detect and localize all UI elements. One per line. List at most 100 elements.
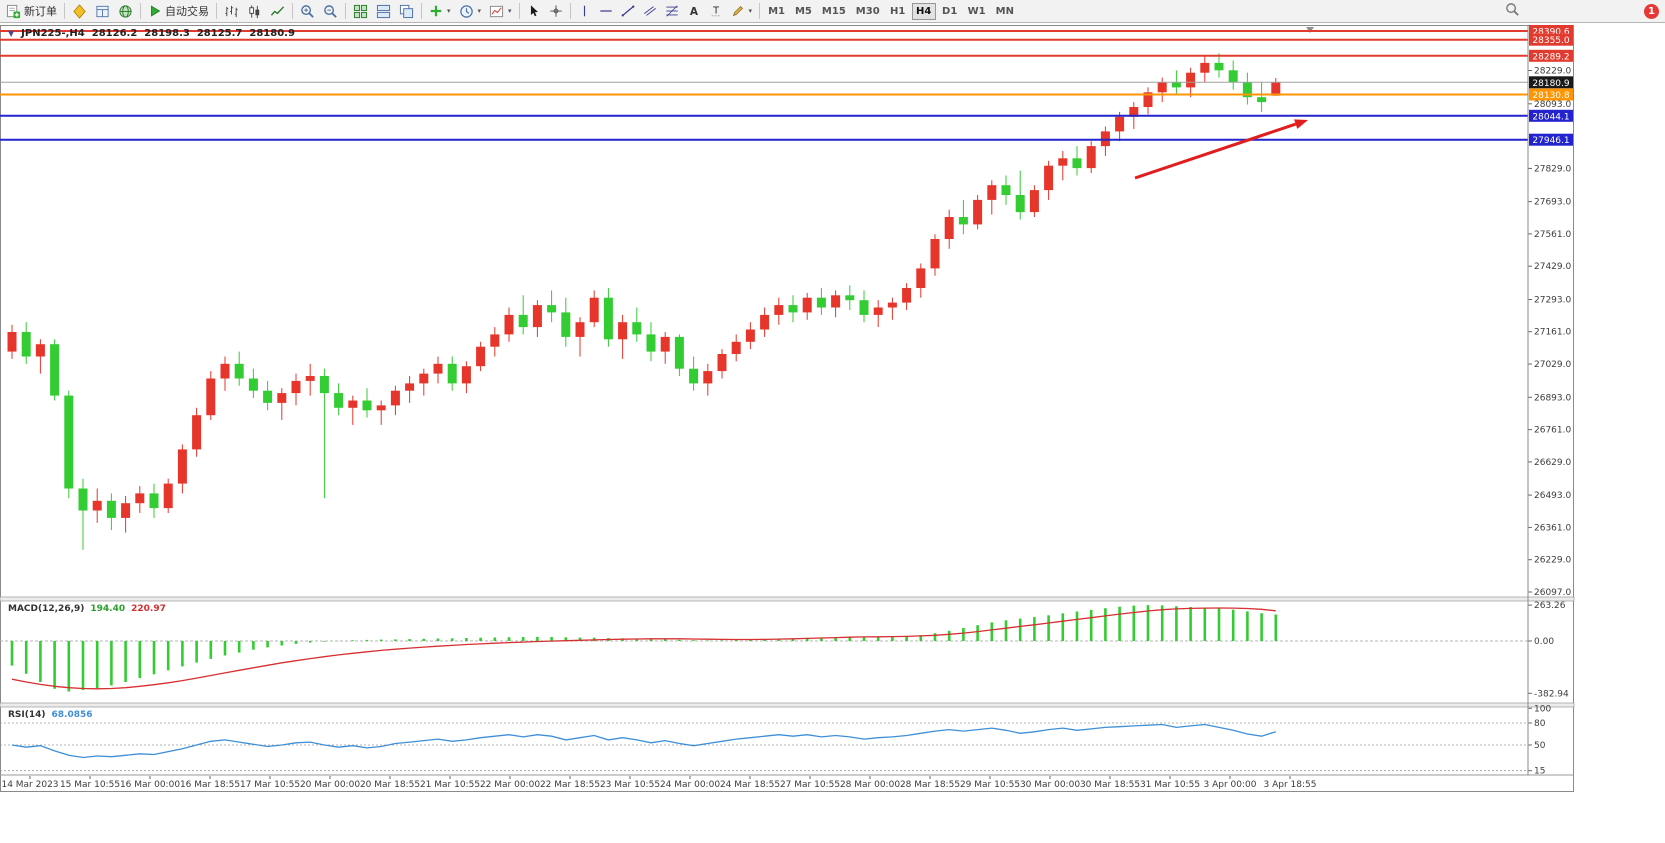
- price-badge: [1529, 33, 1573, 46]
- bars-icon: [224, 4, 239, 19]
- new-order-button[interactable]: 新订单: [2, 2, 61, 21]
- candle-body: [1171, 82, 1181, 88]
- line-icon: [270, 4, 285, 19]
- time-label: 17 Mar 10:55: [240, 780, 300, 790]
- candle-body: [1271, 82, 1281, 96]
- candle-body: [106, 500, 116, 518]
- autotrading-icon: [148, 4, 162, 18]
- candle-body: [319, 376, 329, 394]
- fibonacci-button[interactable]: [661, 2, 683, 21]
- candles-icon: [247, 4, 262, 19]
- indicators-button[interactable]: ▾: [425, 2, 455, 21]
- vline-icon: [578, 4, 591, 18]
- shapes-button[interactable]: ▾: [727, 2, 757, 21]
- channel-button[interactable]: [639, 2, 661, 21]
- macd-signal-line: [11, 607, 1276, 690]
- tf-w1-button[interactable]: W1: [964, 3, 990, 20]
- panel-separator[interactable]: [0, 702, 1575, 708]
- autotrading-button[interactable]: 自动交易: [144, 2, 213, 21]
- panel-separator[interactable]: [0, 596, 1575, 602]
- price-tick-label: 27829.0: [1534, 164, 1571, 174]
- candle-body: [1015, 195, 1025, 213]
- zoom-in-button[interactable]: [296, 2, 319, 21]
- macd-panel[interactable]: 263.26 0.00 -382.94: [0, 601, 1569, 699]
- tf-m15-button[interactable]: M15: [818, 3, 850, 20]
- tf-m30-button[interactable]: M30: [852, 3, 884, 20]
- time-label: 20 Mar 00:00: [300, 780, 360, 790]
- tf-mn-button[interactable]: MN: [992, 3, 1018, 20]
- time-label: 3 Apr 00:00: [1204, 780, 1257, 790]
- trend-arrow-line[interactable]: [1134, 122, 1297, 180]
- zoom-out-icon: [323, 4, 338, 19]
- candlestick-chart-button[interactable]: [243, 2, 266, 21]
- candle-body: [618, 322, 628, 340]
- candle-body: [632, 322, 642, 335]
- chart-low-value: 28125.7: [196, 28, 243, 39]
- tf-h1-button-label: H1: [889, 5, 906, 17]
- crosshair-button[interactable]: [545, 2, 567, 21]
- candle-body: [305, 376, 315, 381]
- candle-body: [433, 363, 443, 374]
- candle-body: [348, 400, 358, 408]
- time-label: 16 Mar 00:00: [120, 780, 180, 790]
- candle-body: [447, 363, 457, 384]
- rsi-scale-label: 100: [1534, 704, 1551, 714]
- candle-body: [277, 393, 287, 403]
- label-button[interactable]: T: [705, 2, 727, 21]
- rsi-panel[interactable]: 100 80 50 15: [0, 704, 1551, 777]
- text-button[interactable]: A: [683, 2, 705, 21]
- collapse-indicator-icon[interactable]: ▼: [8, 29, 15, 38]
- fibo-icon: [665, 4, 679, 18]
- dropdown-caret-icon: ▾: [447, 7, 451, 15]
- arrange-windows-button[interactable]: [372, 2, 395, 21]
- price-badge: [1529, 88, 1573, 101]
- dropdown-caret-icon: ▾: [748, 7, 753, 15]
- tile-windows-button[interactable]: [349, 2, 372, 21]
- macd-indicator-label: MACD(12,26,9) 194.40 220.97: [8, 604, 166, 614]
- notification-badge[interactable]: 1: [1644, 3, 1659, 19]
- tf-d1-button[interactable]: D1: [938, 3, 962, 20]
- time-label: 24 Mar 18:55: [720, 780, 780, 790]
- price-tick-label: 27429.0: [1534, 262, 1571, 272]
- dropdown-caret-icon: ▾: [477, 7, 482, 15]
- toolbar-separator: [64, 3, 65, 19]
- candle-body: [1257, 97, 1267, 103]
- search-button[interactable]: [1499, 1, 1526, 21]
- cursor-icon: [527, 4, 541, 18]
- toolbar-group-pointer: [523, 0, 567, 22]
- trendline-button[interactable]: [617, 2, 639, 21]
- candle-body: [703, 371, 713, 384]
- templates-button[interactable]: ▾: [485, 2, 516, 21]
- tf-m1-button[interactable]: M1: [764, 3, 789, 20]
- toolbar-group-timeframes: M1 M5 M15 M30 H1 H4 D1 W1 MN: [763, 0, 1019, 22]
- candle-body: [1115, 116, 1125, 132]
- price-tick-label: 27561.0: [1534, 230, 1571, 240]
- line-chart-button[interactable]: [266, 2, 289, 21]
- toolbar-separator: [759, 3, 761, 19]
- tf-m5-button[interactable]: M5: [791, 3, 816, 20]
- toolbar-separator: [216, 3, 217, 19]
- market-watch-button[interactable]: [68, 2, 91, 21]
- price-badge: [1529, 109, 1573, 122]
- tf-h1-button[interactable]: H1: [886, 3, 910, 20]
- tf-w1-button-label: W1: [967, 5, 986, 17]
- data-window-button[interactable]: [91, 2, 114, 21]
- tf-h4-button[interactable]: H4: [911, 2, 936, 20]
- periods-button[interactable]: ▾: [455, 2, 486, 21]
- time-label: 16 Mar 18:55: [180, 780, 240, 790]
- zoom-out-button[interactable]: [319, 2, 342, 21]
- cursor-button[interactable]: [523, 2, 545, 21]
- horizontal-line-button[interactable]: [595, 2, 617, 21]
- candlestick-series[interactable]: [7, 53, 1281, 550]
- price-tick-label: 26893.0: [1534, 393, 1571, 403]
- vertical-line-button[interactable]: [574, 2, 595, 21]
- candle-body: [1001, 185, 1011, 195]
- bar-chart-button[interactable]: [220, 2, 243, 21]
- new-order-button-label: 新订单: [24, 5, 57, 18]
- candle-body: [930, 239, 940, 269]
- cascade-windows-button[interactable]: [395, 2, 418, 21]
- autotrading-button-label: 自动交易: [165, 5, 209, 18]
- time-label: 3 Apr 18:55: [1264, 780, 1317, 790]
- navigator-button[interactable]: [114, 2, 137, 21]
